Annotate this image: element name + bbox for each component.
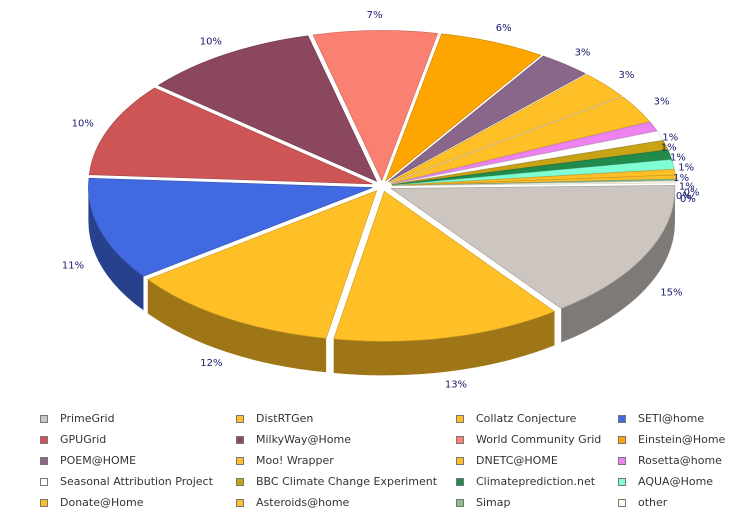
slice-label: 6% [496, 23, 512, 34]
legend-label: SETI@home [638, 412, 705, 425]
legend-swatch [618, 478, 626, 486]
legend-swatch [456, 457, 464, 465]
legend-swatch [618, 499, 626, 507]
slice-label: 1% [670, 152, 686, 163]
legend-swatch [236, 415, 244, 423]
legend-swatch [618, 457, 626, 465]
pie-chart: 15%13%12%11%10%10%7%6%3%3%3%1%1%1%1%1%1%… [62, 10, 700, 390]
legend-swatch [236, 478, 244, 486]
pie-side-collatz-conjecture [147, 279, 327, 373]
slice-label: 1% [662, 133, 678, 144]
legend-swatch [40, 415, 48, 423]
slice-label: 1% [679, 182, 695, 193]
legend-label: Donate@Home [60, 496, 144, 509]
legend-swatch [40, 478, 48, 486]
legend-swatch [40, 457, 48, 465]
legend-label: BBC Climate Change Experiment [256, 475, 438, 488]
pie-slice-bbc-climate-change-experiment [391, 140, 669, 185]
legend-label: PrimeGrid [60, 412, 115, 425]
slice-label: 3% [618, 70, 634, 81]
legend-swatch [40, 499, 48, 507]
legend-swatch [236, 457, 244, 465]
legend-label: AQUA@Home [638, 475, 714, 488]
legend-swatch [618, 415, 626, 423]
pie-slice-world-community-grid [312, 30, 439, 182]
slice-label: 1% [661, 142, 677, 153]
legend-label: Seasonal Attribution Project [60, 475, 213, 488]
pie-tops [88, 30, 677, 342]
legend-label: other [638, 496, 668, 509]
slice-label: 7% [367, 10, 383, 21]
legend-label: World Community Grid [476, 433, 602, 446]
pie-slice-gpugrid [88, 87, 373, 185]
legend-label: Collatz Conjecture [476, 412, 577, 425]
slice-label: 3% [654, 97, 670, 108]
slice-label: 13% [445, 379, 467, 390]
pie-side-distrtgen [333, 311, 555, 376]
legend-label: Rosetta@home [638, 454, 722, 467]
slice-label: 10% [72, 118, 94, 129]
pie-sides [88, 187, 675, 376]
legend-swatch [236, 499, 244, 507]
legend-label: Climateprediction.net [476, 475, 596, 488]
pie-slice-milkyway-home [157, 35, 378, 182]
pie-slice-einstein-home [385, 33, 542, 182]
pie-slice-poem-home [388, 55, 586, 182]
legend-swatch [40, 436, 48, 444]
pie-labels: 15%13%12%11%10%10%7%6%3%3%3%1%1%1%1%1%1%… [62, 10, 700, 390]
slice-label: 0% [676, 191, 692, 202]
pie-slice-collatz-conjecture [147, 190, 378, 339]
slice-label: 0% [680, 194, 696, 205]
legend-swatch [618, 436, 626, 444]
slice-label: 1% [673, 173, 689, 184]
legend-label: GPUGrid [60, 433, 107, 446]
slice-label: 15% [660, 287, 682, 298]
pie-slice-moo-wrapper [389, 74, 623, 183]
legend-label: Moo! Wrapper [256, 454, 334, 467]
legend-swatch [456, 478, 464, 486]
pie-slice-rosetta-home [391, 121, 658, 185]
slice-label: 11% [62, 260, 84, 271]
legend-swatch [236, 436, 244, 444]
legend-swatch [456, 499, 464, 507]
legend-label: Simap [476, 496, 511, 509]
legend: PrimeGrid DistRTGen Collatz Conjecture SETI… [40, 410, 738, 518]
pie-slice-seti-home [88, 177, 373, 277]
slice-label: 10% [200, 36, 222, 47]
slice-label: 1% [678, 163, 694, 174]
pie-side-primegrid [561, 188, 675, 343]
pie-slice-other [391, 180, 677, 187]
legend-swatch [456, 415, 464, 423]
slice-label: 0% [684, 187, 700, 198]
legend-label: DistRTGen [256, 412, 314, 425]
legend-label: DNETC@HOME [476, 454, 558, 467]
pie-slice-climateprediction-net [391, 149, 673, 186]
legend-swatch [456, 436, 464, 444]
pie-side-seti-home [88, 187, 144, 311]
pie-slice-seasonal-attribution-project [391, 130, 664, 185]
legend-label: MilkyWay@Home [256, 433, 351, 446]
pie-slice-primegrid [390, 185, 676, 309]
pie-slice-dnetc-home [390, 96, 651, 184]
legend-label: POEM@HOME [60, 454, 137, 467]
slice-label: 12% [200, 358, 222, 369]
legend-label: Einstein@Home [638, 433, 726, 446]
legend-label: Asteroids@home [256, 496, 350, 509]
pie-slice-distrtgen [333, 190, 556, 342]
slice-label: 3% [575, 47, 591, 58]
